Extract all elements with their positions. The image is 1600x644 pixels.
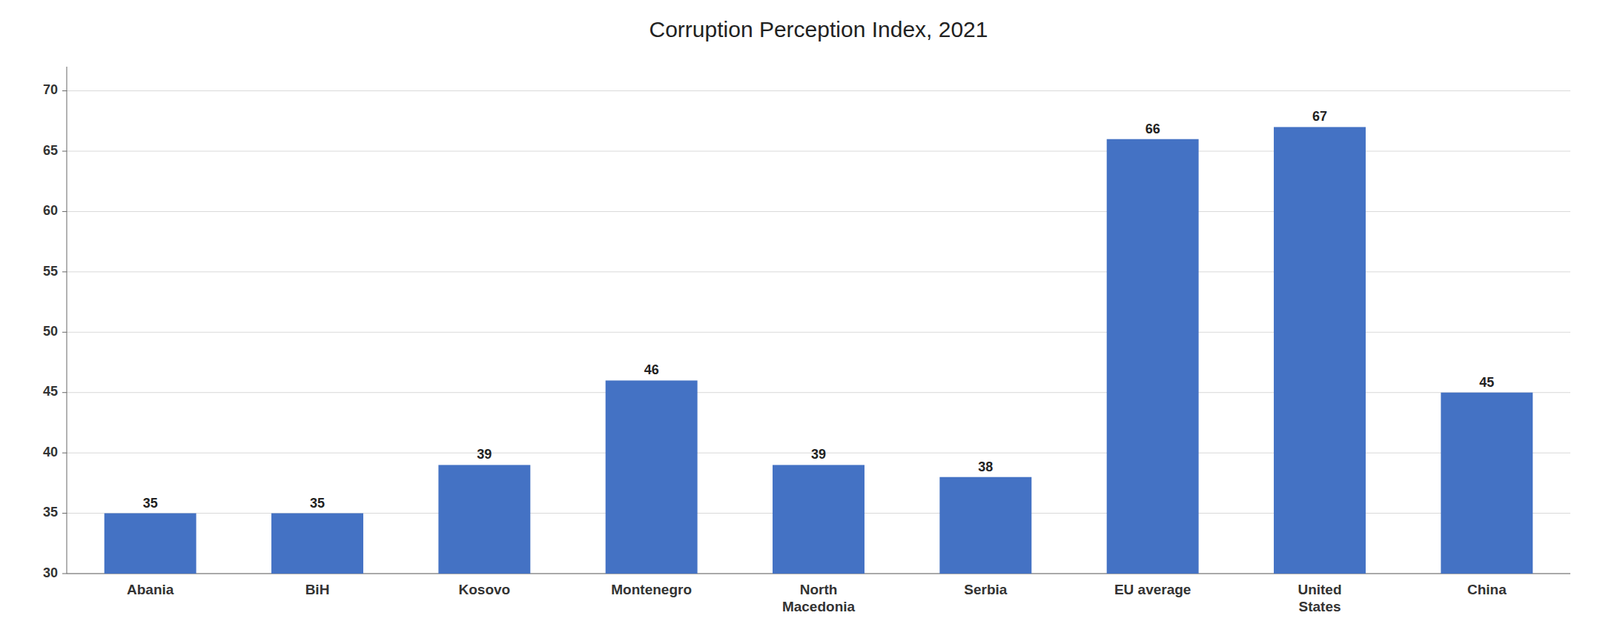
y-tick-label: 60 xyxy=(43,203,58,218)
y-axis: 30 35 40 45 50 55 60 65 70 xyxy=(43,66,1571,581)
bar xyxy=(939,477,1032,574)
x-tick-label-line: United xyxy=(1297,582,1342,598)
data-label: 39 xyxy=(811,447,826,462)
data-label: 45 xyxy=(1479,375,1494,390)
y-tick xyxy=(62,151,67,152)
bars xyxy=(104,126,1534,574)
x-tick-label-line: Macedonia xyxy=(782,599,856,615)
x-tick-label-line: Kosovo xyxy=(458,582,511,598)
y-tick-label: 40 xyxy=(43,444,58,460)
data-labels: 35 35 39 46 39 38 66 67 45 xyxy=(143,108,1495,511)
x-tick-label-line: Montenegro xyxy=(610,582,692,598)
x-tick-label-line: BiH xyxy=(305,582,330,598)
y-axis-line xyxy=(66,66,68,574)
x-axis: Abania BiH Kosovo Montenegro NorthMacedonia S… xyxy=(126,582,1507,615)
y-tick-label: 70 xyxy=(43,82,58,98)
x-tick-label: UnitedStates xyxy=(1297,582,1342,615)
y-tick xyxy=(62,271,67,273)
x-tick-label: Serbia xyxy=(963,582,1008,598)
x-tick-label-line: Abania xyxy=(126,582,175,598)
x-tick-label: Kosovo xyxy=(458,582,511,598)
y-tick-label: 55 xyxy=(43,263,58,279)
y-tick xyxy=(62,332,67,333)
y-tick xyxy=(62,513,67,514)
y-tick-label: 35 xyxy=(43,504,58,520)
x-tick-label-line: States xyxy=(1298,599,1341,615)
y-tick xyxy=(62,211,67,213)
data-label: 39 xyxy=(476,447,492,462)
bar xyxy=(438,464,531,574)
y-tick-label: 45 xyxy=(43,384,58,399)
y-tick xyxy=(62,392,67,393)
data-label: 66 xyxy=(1145,121,1161,137)
x-tick-label: Montenegro xyxy=(610,582,692,598)
bar xyxy=(1273,126,1366,574)
data-label: 35 xyxy=(143,496,158,511)
bar xyxy=(1106,139,1199,574)
data-label: 46 xyxy=(644,362,660,378)
x-tick-label: EU average xyxy=(1114,582,1192,598)
y-tick xyxy=(62,90,67,92)
y-tick xyxy=(62,573,67,575)
x-tick-label: China xyxy=(1467,582,1507,598)
chart-container: Corruption Perception Index, 2021 30 35 40 4… xyxy=(0,0,1600,644)
bar xyxy=(271,513,364,574)
x-tick-label-line: China xyxy=(1467,582,1507,598)
x-tick-label-line: EU average xyxy=(1114,582,1192,598)
x-tick-label: BiH xyxy=(305,582,330,598)
y-tick-label: 30 xyxy=(43,565,58,581)
x-tick-label-line: North xyxy=(800,582,838,598)
x-tick-label: Abania xyxy=(126,582,175,598)
bar xyxy=(772,464,865,574)
y-tick-label: 65 xyxy=(43,143,58,158)
title: Corruption Perception Index, 2021 xyxy=(649,17,989,42)
bar xyxy=(1440,392,1533,574)
y-tick xyxy=(62,453,67,454)
y-tick-label: 50 xyxy=(43,324,58,339)
data-label: 38 xyxy=(977,459,993,475)
x-tick-label-line: Serbia xyxy=(963,582,1008,598)
data-label: 67 xyxy=(1312,108,1328,124)
grid-line xyxy=(66,90,1571,92)
chart-svg: Corruption Perception Index, 2021 30 35 40 4… xyxy=(0,0,1600,644)
bar xyxy=(605,380,698,574)
x-tick-label: NorthMacedonia xyxy=(782,582,856,615)
data-label: 35 xyxy=(309,496,325,511)
bar xyxy=(104,513,197,574)
